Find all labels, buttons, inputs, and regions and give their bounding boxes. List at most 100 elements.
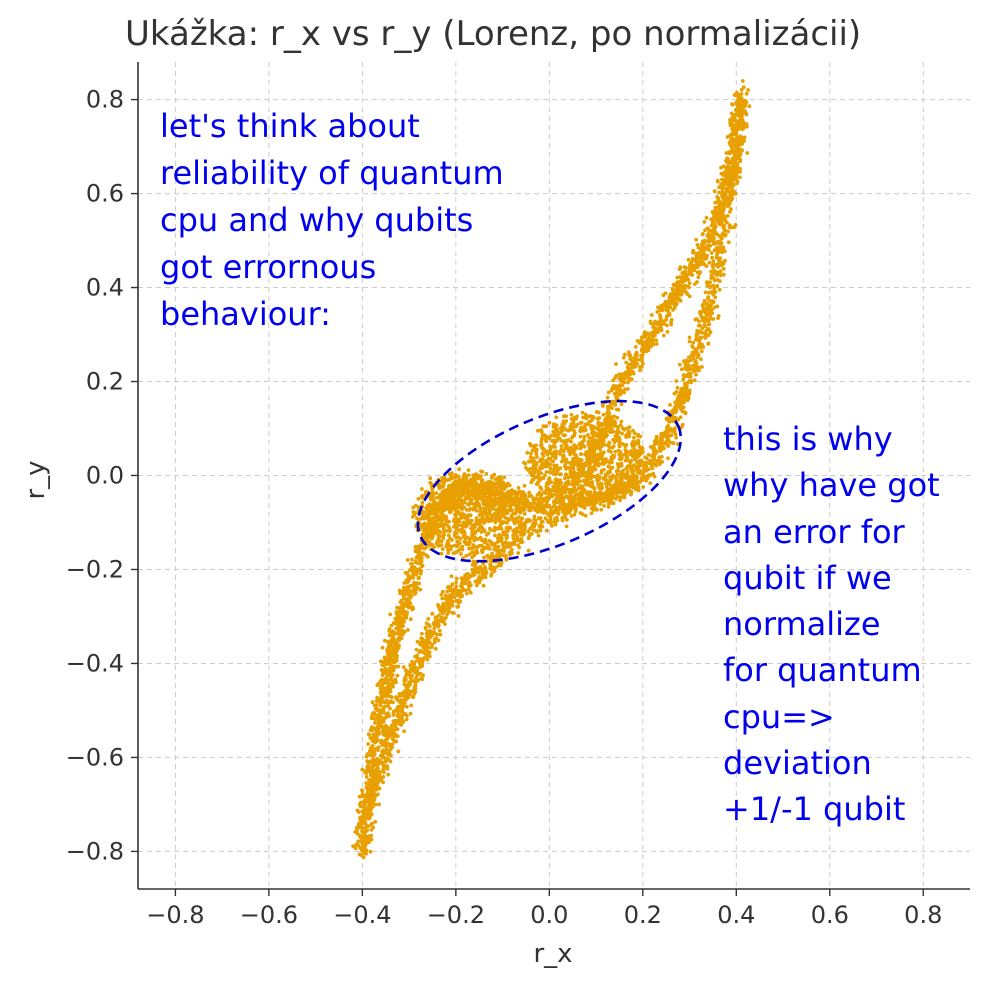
scatter-point [434,647,438,651]
scatter-point [647,453,651,457]
scatter-point [411,510,415,514]
scatter-point [458,495,462,499]
scatter-point [378,698,382,702]
scatter-point [481,550,485,554]
scatter-point [644,479,648,483]
scatter-point [466,572,470,576]
scatter-point [687,364,691,368]
scatter-point [473,522,477,526]
scatter-point [713,201,717,205]
scatter-point [399,698,403,702]
scatter-point [401,713,405,717]
scatter-point [490,552,494,556]
scatter-point [685,381,689,385]
scatter-point [398,609,402,613]
scatter-point [455,599,459,603]
scatter-point [383,669,387,673]
scatter-point [490,476,494,480]
scatter-point [691,345,695,349]
scatter-point [689,381,693,385]
scatter-point [374,703,378,707]
scatter-point [708,261,712,265]
scatter-point [469,478,473,482]
scatter-point [504,553,508,557]
scatter-point [467,513,471,517]
scatter-point [448,601,452,605]
scatter-point [430,630,434,634]
scatter-point [706,282,710,286]
scatter-point [664,440,668,444]
scatter-point [731,103,735,107]
scatter-point [705,216,709,220]
scatter-point [721,191,725,195]
scatter-point [368,811,372,815]
scatter-point [381,753,385,757]
scatter-point [716,278,720,282]
scatter-point [383,733,387,737]
scatter-point [453,587,457,591]
scatter-point [612,386,616,390]
scatter-point [615,393,619,397]
scatter-point [622,356,626,360]
scatter-point [511,534,515,538]
scatter-point [666,456,670,460]
scatter-point [431,524,435,528]
scatter-point [459,489,463,493]
scatter-point [686,277,690,281]
scatter-point [537,534,541,538]
scatter-point [425,635,429,639]
scatter-point [657,323,661,327]
scatter-point [412,695,416,699]
scatter-point [688,281,692,285]
scatter-point [500,537,504,541]
scatter-point [473,476,477,480]
scatter-point [365,765,369,769]
scatter-point [695,335,699,339]
scatter-point [536,503,540,507]
scatter-point [666,313,670,317]
scatter-point [723,249,727,253]
scatter-point [707,323,711,327]
scatter-point [458,482,462,486]
scatter-point [361,830,365,834]
scatter-point [454,580,458,584]
scatter-point [419,642,423,646]
scatter-point [602,413,606,417]
scatter-point [539,529,543,533]
scatter-point [728,172,732,176]
scatter-point [402,586,406,590]
scatter-point [668,403,672,407]
scatter-point [694,265,698,269]
scatter-point [707,327,711,331]
scatter-point [379,691,383,695]
scatter-point [433,508,437,512]
scatter-point [376,792,380,796]
scatter-point [467,520,471,524]
scatter-point [581,512,585,516]
scatter-point [388,734,392,738]
scatter-point [364,771,368,775]
scatter-point [745,92,749,96]
scatter-point [395,719,399,723]
scatter-point [658,462,662,466]
scatter-point [467,473,471,477]
scatter-point [724,179,728,183]
scatter-point [735,91,739,95]
scatter-point [511,517,515,521]
scatter-point [701,319,705,323]
scatter-point [681,378,685,382]
scatter-point [538,524,542,528]
scatter-point [706,227,710,231]
scatter-point [503,475,507,479]
scatter-point [475,482,479,486]
scatter-point [428,476,432,480]
scatter-point [397,665,401,669]
scatter-point [529,503,533,507]
scatter-point [371,700,375,704]
scatter-point [398,631,402,635]
scatter-point [516,543,520,547]
scatter-point [560,516,564,520]
scatter-point [450,611,454,615]
scatter-point [460,502,464,506]
scatter-point [444,616,448,620]
